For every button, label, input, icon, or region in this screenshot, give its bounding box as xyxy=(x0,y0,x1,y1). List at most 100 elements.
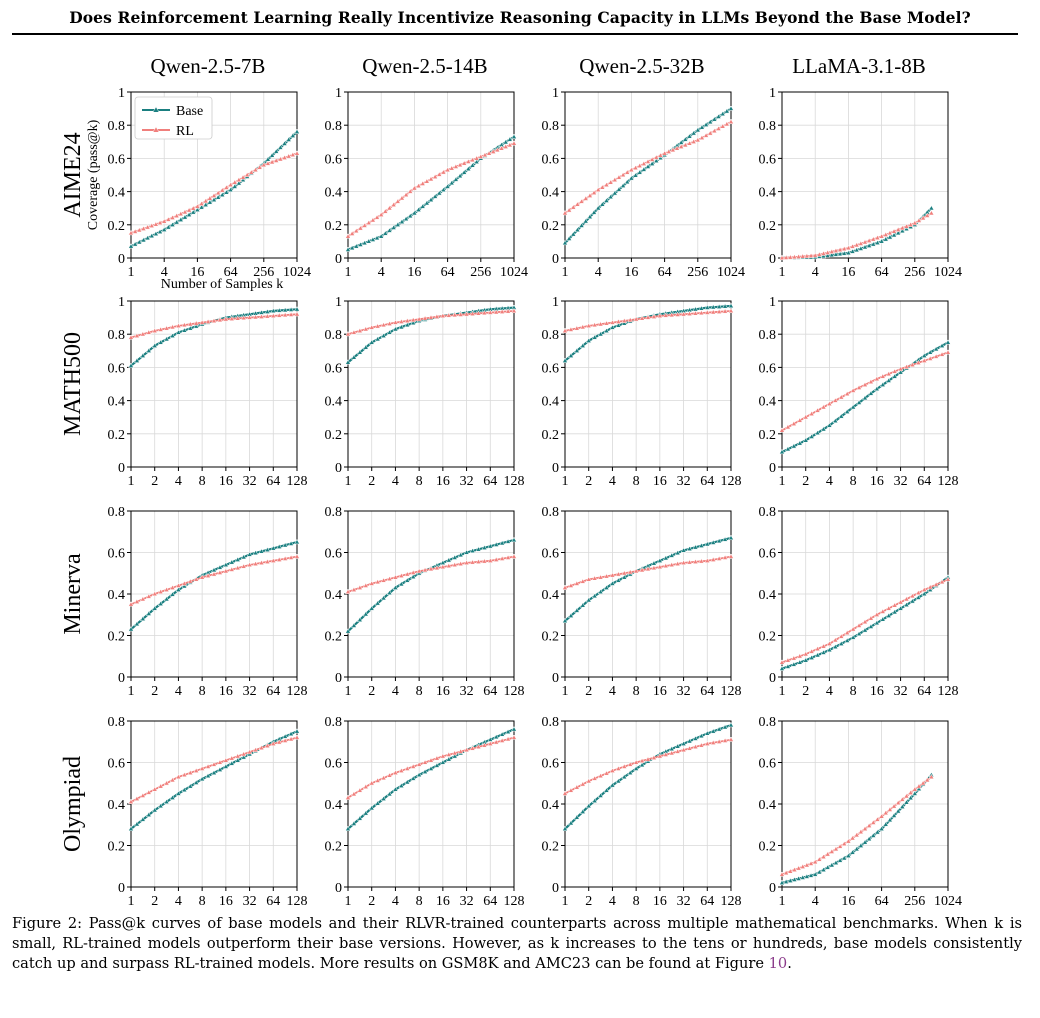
data-point-base xyxy=(849,248,856,254)
data-point-rl xyxy=(228,755,235,761)
data-point-base xyxy=(386,589,393,596)
data-point-base xyxy=(728,534,734,541)
data-point-rl xyxy=(897,599,904,605)
data-point-rl xyxy=(144,224,151,230)
data-point-base xyxy=(345,359,351,365)
data-point-rl xyxy=(779,427,785,433)
data-point-base xyxy=(227,186,234,193)
data-point-base xyxy=(288,730,294,737)
data-point-base xyxy=(374,600,381,606)
y-tick-label: 0.8 xyxy=(759,328,777,343)
figure-reference-link[interactable]: 10 xyxy=(768,955,788,972)
data-point-rl xyxy=(252,746,259,753)
data-point-base xyxy=(692,544,699,550)
data-point-rl xyxy=(928,210,935,216)
data-point-rl xyxy=(169,584,176,590)
data-point-base xyxy=(585,597,592,603)
y-tick-label: 1 xyxy=(769,86,776,101)
data-point-rl xyxy=(353,227,360,234)
data-point-base xyxy=(422,768,428,774)
data-point-rl xyxy=(878,233,885,239)
data-point-rl xyxy=(799,863,806,869)
x-tick-label: 256 xyxy=(904,894,925,905)
panel-aime24-llama-3-1-8b: 0 0.2 0.4 0.6 0.8 1 1 4 16 64 256 1024 xyxy=(759,86,963,280)
data-point-base xyxy=(222,561,229,568)
data-point-rl xyxy=(728,307,734,314)
data-point-rl xyxy=(868,378,874,384)
data-point-base xyxy=(562,825,568,831)
data-point-rl xyxy=(194,203,201,209)
data-point-rl xyxy=(463,559,470,565)
data-point-base xyxy=(457,551,464,558)
x-tick-label: 16 xyxy=(841,894,855,905)
data-point-base xyxy=(787,877,794,883)
x-tick-label: 1024 xyxy=(934,894,962,905)
data-point-base xyxy=(240,176,246,183)
data-point-rl xyxy=(891,368,898,374)
data-point-rl xyxy=(374,323,381,329)
data-point-rl xyxy=(570,204,577,210)
data-point-rl xyxy=(410,569,417,575)
data-point-rl xyxy=(139,596,146,602)
y-tick-label: 1 xyxy=(118,295,125,310)
data-point-base xyxy=(365,238,372,244)
x-tick-label: 128 xyxy=(504,684,525,699)
data-point-rl xyxy=(874,816,881,822)
data-point-base xyxy=(368,605,375,611)
series-line-base xyxy=(564,724,732,830)
data-point-rl xyxy=(674,145,680,151)
y-tick-label: 0.8 xyxy=(759,715,777,730)
data-point-rl xyxy=(579,578,586,584)
data-point-rl xyxy=(680,311,687,317)
data-point-rl xyxy=(574,201,581,207)
data-point-rl xyxy=(814,407,821,413)
data-point-base xyxy=(790,443,797,449)
data-point-rl xyxy=(824,249,831,255)
y-tick-label: 0.6 xyxy=(759,757,777,772)
data-point-base xyxy=(436,190,443,196)
caption-prefix: Figure 2: xyxy=(12,915,89,932)
data-point-base xyxy=(392,786,399,792)
data-point-base xyxy=(562,357,568,363)
data-point-base xyxy=(582,218,589,224)
data-point-base xyxy=(585,802,592,809)
data-point-rl xyxy=(573,580,580,586)
data-point-rl xyxy=(924,212,931,218)
data-point-base xyxy=(882,821,889,827)
data-point-rl xyxy=(790,655,797,661)
plot-frame xyxy=(347,300,515,468)
data-point-base xyxy=(294,728,300,734)
y-tick-label: 0.4 xyxy=(542,186,560,201)
data-point-rl xyxy=(234,753,241,759)
x-axis-label: Number of Samples k xyxy=(161,277,283,292)
data-point-rl xyxy=(277,156,284,162)
data-point-rl xyxy=(816,856,823,862)
x-tick-label: 128 xyxy=(721,474,742,489)
data-point-rl xyxy=(698,742,705,748)
data-point-rl xyxy=(236,176,242,183)
data-point-base xyxy=(657,154,664,161)
data-point-base xyxy=(808,654,815,660)
panel-aime24-qwen-2-5-7b: 0 0.2 0.4 0.6 0.8 1 1 4 16 64 256 1024 xyxy=(108,86,312,280)
data-point-rl xyxy=(175,582,182,588)
data-point-base xyxy=(621,320,628,326)
data-point-base xyxy=(269,152,275,158)
y-tick-label: 0.2 xyxy=(325,630,343,645)
data-point-rl xyxy=(356,327,363,333)
data-point-base xyxy=(145,811,152,817)
data-point-base xyxy=(175,586,182,592)
data-point-rl xyxy=(181,321,188,328)
data-point-base xyxy=(710,728,717,734)
data-point-rl xyxy=(787,868,794,874)
data-point-base xyxy=(866,835,873,842)
data-point-base xyxy=(808,872,814,878)
data-point-rl xyxy=(506,142,513,148)
data-point-rl xyxy=(916,783,922,789)
data-point-rl xyxy=(670,146,676,153)
x-tick-label: 2 xyxy=(151,474,158,489)
x-tick-label: 128 xyxy=(721,894,742,905)
data-point-base xyxy=(897,369,904,375)
data-point-rl xyxy=(844,629,851,635)
panel-aime24-qwen-2-5-14b: 0 0.2 0.4 0.6 0.8 1 1 4 16 64 256 1024 xyxy=(325,86,529,280)
data-point-rl xyxy=(680,559,687,565)
